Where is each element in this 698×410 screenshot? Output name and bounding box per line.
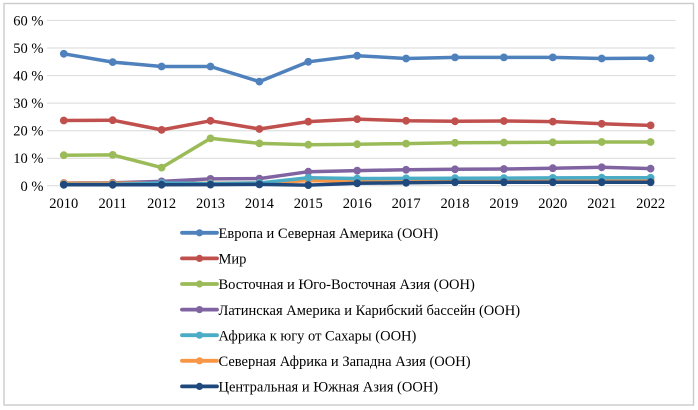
svg-text:2019: 2019 <box>489 196 518 212</box>
svg-text:2012: 2012 <box>147 196 176 212</box>
svg-text:0 %: 0 % <box>21 179 44 195</box>
svg-text:2013: 2013 <box>196 196 225 212</box>
svg-text:2022: 2022 <box>636 196 665 212</box>
svg-text:Мир: Мир <box>219 252 247 268</box>
svg-text:10 %: 10 % <box>13 151 43 167</box>
svg-text:30 %: 30 % <box>13 96 43 112</box>
svg-text:2014: 2014 <box>245 196 275 212</box>
svg-text:Латинская Америка и Карибский: Латинская Америка и Карибский бассейн (О… <box>219 303 521 319</box>
svg-text:2011: 2011 <box>98 196 126 212</box>
svg-text:60 %: 60 % <box>13 13 43 29</box>
svg-text:20 %: 20 % <box>13 124 43 140</box>
svg-text:2010: 2010 <box>49 196 78 212</box>
svg-text:40 %: 40 % <box>13 69 43 85</box>
svg-text:Европа и Северная Америка (ООН: Европа и Северная Америка (ООН) <box>219 226 439 242</box>
svg-text:2017: 2017 <box>392 196 421 212</box>
svg-text:2020: 2020 <box>538 196 567 212</box>
svg-text:2016: 2016 <box>343 196 372 212</box>
svg-text:Африка к югу от Сахары (ООН): Африка к югу от Сахары (ООН) <box>219 328 417 344</box>
svg-text:2021: 2021 <box>587 196 616 212</box>
svg-text:Центральная и Южная Азия (ООН): Центральная и Южная Азия (ООН) <box>219 380 439 396</box>
svg-text:Северная Африка и Западна Азия: Северная Африка и Западна Азия (ООН) <box>219 354 471 370</box>
svg-text:2015: 2015 <box>294 196 323 212</box>
svg-text:Восточная и Юго-Восточная Азия: Восточная и Юго-Восточная Азия (ООН) <box>219 277 475 293</box>
svg-text:50 %: 50 % <box>13 41 43 57</box>
svg-text:2018: 2018 <box>441 196 470 212</box>
